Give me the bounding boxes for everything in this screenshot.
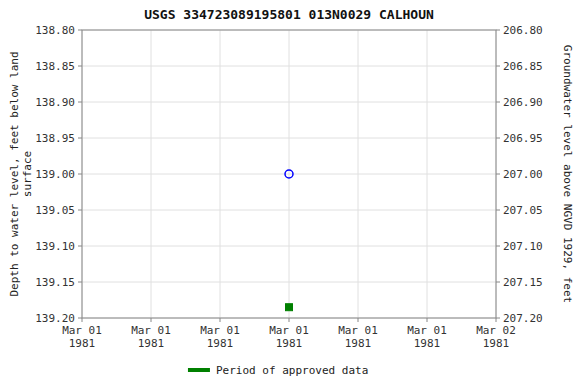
x-tick <box>220 318 221 322</box>
y2-tick-label: 207.10 <box>503 240 543 253</box>
y-axis: 138.80 138.85 138.90 138.95 139.00 139.05 139.… <box>35 24 82 325</box>
x-grid-line <box>358 30 359 318</box>
y2-tick-label: 206.80 <box>503 24 543 37</box>
x-tick-label-line: Mar 02 <box>476 324 516 337</box>
y-tick-label: 138.80 <box>35 24 75 37</box>
x-tick-label-line: 1981 <box>483 337 510 350</box>
y2-tick-label: 206.85 <box>503 60 543 73</box>
y-tick-label: 139.15 <box>35 276 75 289</box>
x-tick <box>151 318 152 322</box>
x-tick <box>427 318 428 322</box>
x-tick-label: Mar 011981 <box>338 324 378 350</box>
y2-tick <box>496 246 500 247</box>
legend-swatch <box>188 368 210 372</box>
y2-tick <box>496 138 500 139</box>
y2-tick-label: 207.15 <box>503 276 543 289</box>
x-tick-label: Mar 011981 <box>407 324 447 350</box>
x-tick-label-line: 1981 <box>345 337 372 350</box>
y2-tick-label: 206.90 <box>503 96 543 109</box>
y2-tick-label: 207.00 <box>503 168 543 181</box>
x-tick-label: Mar 021981 <box>476 324 516 350</box>
y-tick <box>78 30 82 31</box>
x-tick-label: Mar 011981 <box>131 324 171 350</box>
x-tick-label-line: Mar 01 <box>62 324 102 337</box>
x-tick-label-line: Mar 01 <box>200 324 240 337</box>
y2-tick <box>496 282 500 283</box>
y-tick-label: 139.00 <box>35 168 75 181</box>
y-axis-label-line: surface <box>21 151 34 197</box>
y2-tick-label: 206.95 <box>503 132 543 145</box>
y2-tick <box>496 66 500 67</box>
x-tick-label-line: 1981 <box>207 337 234 350</box>
x-grid-line <box>151 30 152 318</box>
y-tick-label: 138.85 <box>35 60 75 73</box>
x-tick-label-line: 1981 <box>414 337 441 350</box>
x-tick-label-line: 1981 <box>276 337 303 350</box>
x-tick-label-line: Mar 01 <box>131 324 171 337</box>
y-axis-label-line: Depth to water level, feet below land <box>8 51 21 296</box>
x-axis: Mar 011981Mar 011981Mar 011981Mar 011981… <box>62 318 516 350</box>
y2-axis: 206.80 206.85 206.90 206.95 207.00 207.05 207.… <box>496 24 543 325</box>
y-tick <box>78 282 82 283</box>
point-square <box>286 304 293 311</box>
y-tick <box>78 210 82 211</box>
y2-tick <box>496 174 500 175</box>
x-grid-line <box>220 30 221 318</box>
chart: 138.80 138.85 138.90 138.95 139.00 139.05 139.… <box>0 0 576 384</box>
y2-tick <box>496 318 500 319</box>
y-axis-label: Depth to water level, feet below landsur… <box>8 51 34 296</box>
x-tick-label-line: Mar 01 <box>269 324 309 337</box>
y2-tick <box>496 30 500 31</box>
x-tick-label-line: Mar 01 <box>407 324 447 337</box>
x-tick <box>289 318 290 322</box>
y-tick-label: 139.10 <box>35 240 75 253</box>
x-tick-label: Mar 011981 <box>200 324 240 350</box>
y-tick-label: 138.95 <box>35 132 75 145</box>
y-tick-label: 139.05 <box>35 204 75 217</box>
x-tick-label: Mar 011981 <box>269 324 309 350</box>
y-tick <box>78 174 82 175</box>
legend: Period of approved data <box>188 364 368 377</box>
y-tick <box>78 246 82 247</box>
marks <box>285 170 293 311</box>
x-tick-label-line: 1981 <box>138 337 165 350</box>
plot-frame <box>82 30 496 318</box>
legend-label: Period of approved data <box>216 364 368 377</box>
y-tick <box>78 138 82 139</box>
x-tick-label-line: 1981 <box>69 337 96 350</box>
y-tick <box>78 66 82 67</box>
point-open-circle <box>285 170 293 178</box>
x-grid-line <box>427 30 428 318</box>
y2-tick <box>496 210 500 211</box>
x-tick <box>496 318 497 322</box>
x-tick <box>82 318 83 322</box>
x-tick-label: Mar 011981 <box>62 324 102 350</box>
title: USGS 334723089195801 013N0029 CALHOUN <box>144 7 434 22</box>
y2-axis-label: Groundwater level above NGVD 1929, feet <box>561 45 574 303</box>
y-tick <box>78 102 82 103</box>
y2-tick <box>496 102 500 103</box>
x-tick-label-line: Mar 01 <box>338 324 378 337</box>
y2-tick-label: 207.05 <box>503 204 543 217</box>
y-tick <box>78 318 82 319</box>
x-tick <box>358 318 359 322</box>
x-grid-line <box>289 30 290 318</box>
y-tick-label: 138.90 <box>35 96 75 109</box>
grid <box>82 30 496 318</box>
